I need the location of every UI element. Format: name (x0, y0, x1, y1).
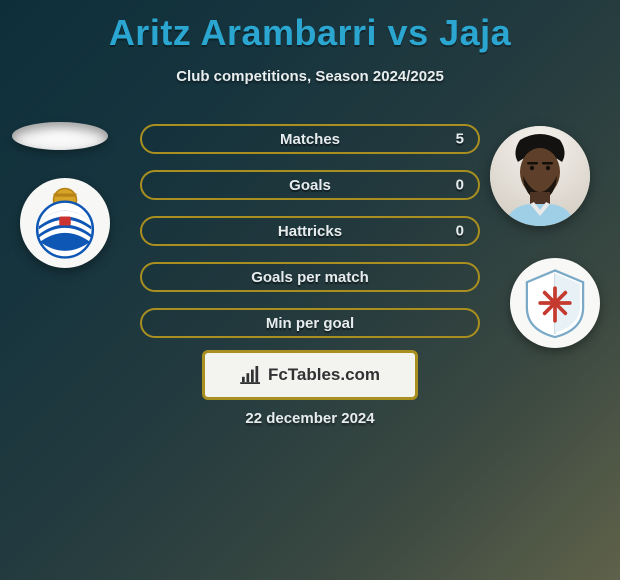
avatar-icon (490, 126, 590, 226)
stat-row-matches: Matches 5 (140, 124, 480, 154)
stat-row-hattricks: Hattricks 0 (140, 216, 480, 246)
stat-row-goals: Goals 0 (140, 170, 480, 200)
club-left-badge (20, 178, 110, 268)
stat-row-min-per-goal: Min per goal (140, 308, 480, 338)
canvas: Aritz Arambarri vs Jaja Club competition… (0, 0, 620, 580)
stat-value-right: 5 (456, 131, 464, 148)
subtitle: Club competitions, Season 2024/2025 (0, 68, 620, 85)
stat-label: Goals (289, 177, 331, 194)
stat-label: Min per goal (266, 315, 354, 332)
stat-value-right: 0 (456, 223, 464, 240)
stat-label: Goals per match (251, 269, 369, 286)
date-text: 22 december 2024 (0, 410, 620, 427)
player-left-placeholder (12, 122, 108, 150)
player-right-photo (490, 126, 590, 226)
stat-label: Matches (280, 131, 340, 148)
stat-label: Hattricks (278, 223, 342, 240)
stat-row-goals-per-match: Goals per match (140, 262, 480, 292)
celta-vigo-crest-icon (518, 266, 592, 340)
brand-text: FcTables.com (268, 365, 380, 385)
real-sociedad-crest-icon (24, 182, 106, 264)
club-right-badge (510, 258, 600, 348)
stat-value-right: 0 (456, 177, 464, 194)
stats-list: Matches 5 Goals 0 Hattricks 0 Goals per … (140, 124, 480, 354)
bar-chart-icon (240, 366, 262, 384)
page-title: Aritz Arambarri vs Jaja (0, 0, 620, 54)
brand-box: FcTables.com (202, 350, 418, 400)
